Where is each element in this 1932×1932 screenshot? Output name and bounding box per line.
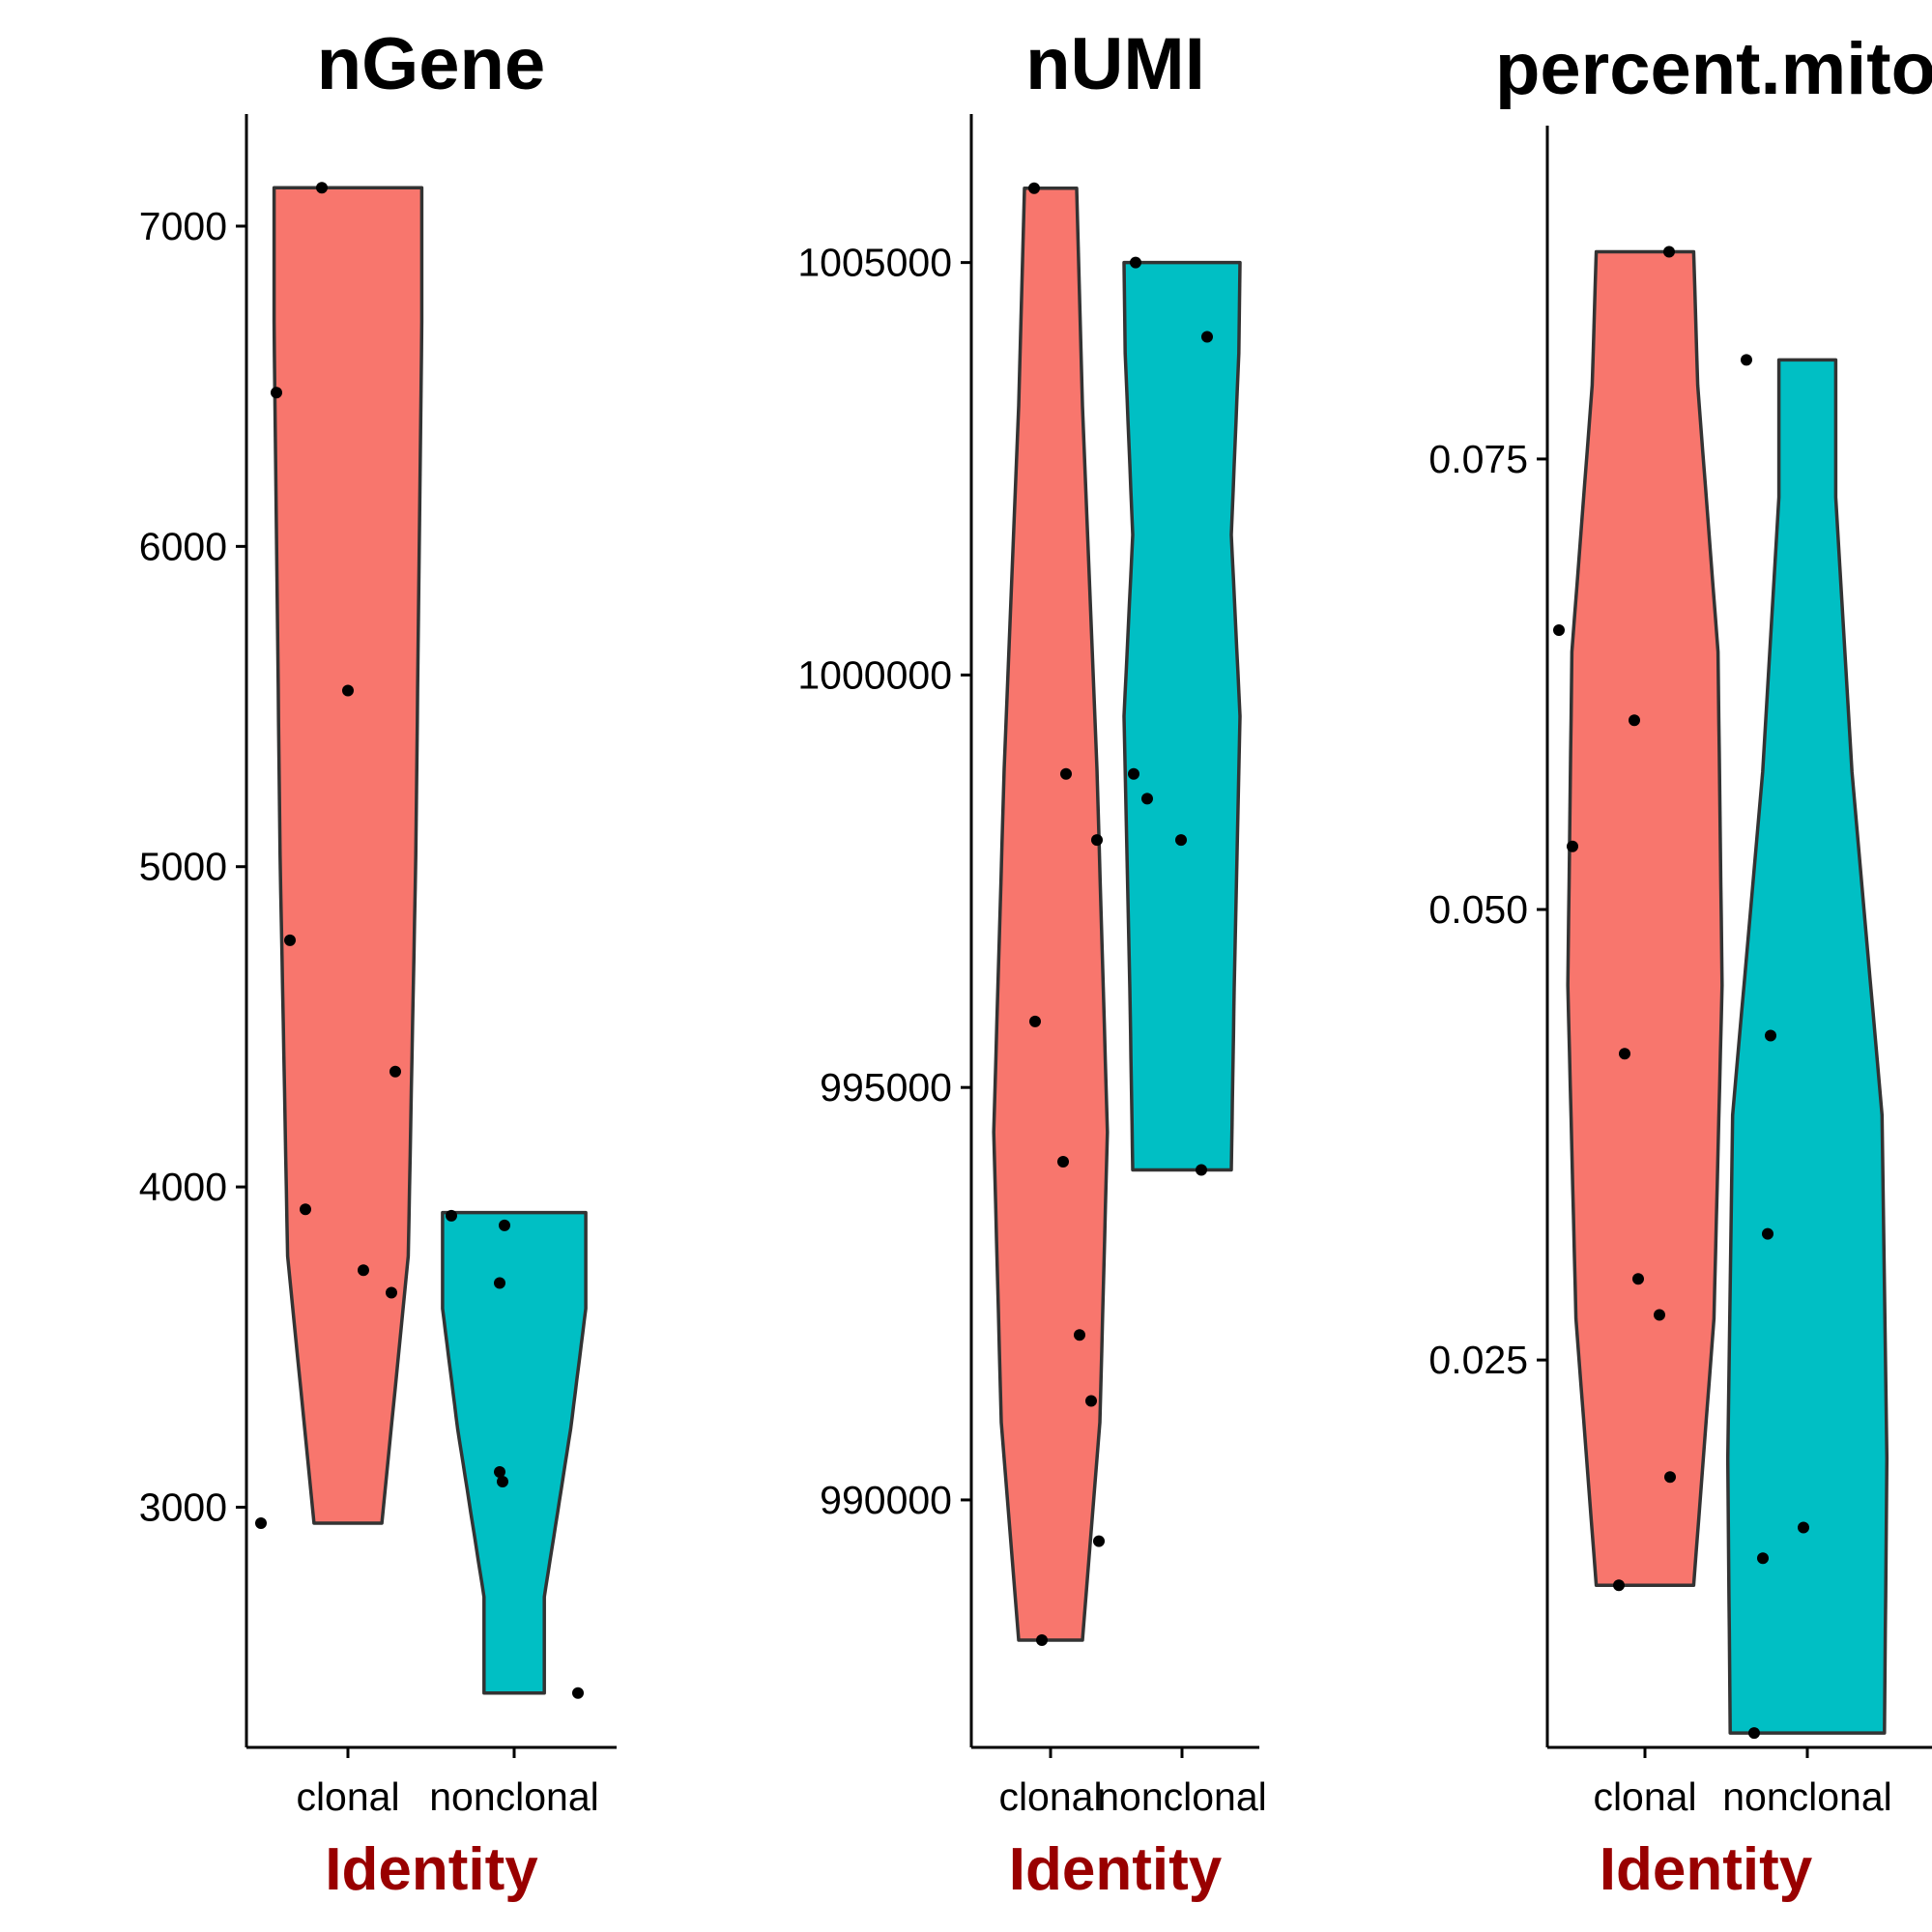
data-point-nonclonal (1762, 1227, 1773, 1240)
data-point-clonal (1613, 1579, 1625, 1592)
panel-title: nGene (317, 23, 546, 105)
data-point-clonal (1664, 1471, 1676, 1484)
x-tick-label-nonclonal: nonclonal (1097, 1774, 1267, 1819)
violin-clonal (992, 187, 1110, 1642)
data-point-clonal (1091, 834, 1103, 847)
data-point-nonclonal (1757, 1552, 1769, 1565)
y-tick-label: 990000 (820, 1478, 952, 1522)
x-tick-label-clonal: clonal (998, 1774, 1102, 1819)
x-tick-label-clonal: clonal (1593, 1774, 1696, 1819)
data-point-nonclonal (1141, 793, 1153, 805)
x-tick-label-nonclonal: nonclonal (429, 1774, 599, 1819)
data-point-nonclonal (497, 1476, 508, 1487)
x-axis-title: Identity (1600, 1836, 1813, 1903)
data-point-nonclonal (572, 1687, 584, 1699)
y-tick-label: 1005000 (797, 241, 952, 285)
y-tick-label: 995000 (820, 1065, 952, 1110)
data-point-clonal (255, 1517, 267, 1529)
data-point-nonclonal (1196, 1164, 1207, 1176)
data-point-nonclonal (1201, 331, 1213, 343)
data-point-nonclonal (1175, 834, 1187, 847)
data-point-nonclonal (1798, 1521, 1809, 1534)
data-point-clonal (316, 182, 328, 194)
data-point-clonal (342, 684, 354, 697)
panel-ngene: 3000 4000 5000 6000 7000 clonal nonclonal nGene… (139, 23, 617, 1903)
data-point-nonclonal (1765, 1029, 1776, 1042)
data-point-clonal (1663, 245, 1675, 258)
panel-percent-mito: 0.025 0.050 0.075 clonal nonclonal percent.mi… (1428, 28, 1932, 1903)
data-point-clonal (284, 934, 296, 946)
y-tick-label: 3000 (139, 1485, 227, 1529)
violin-clonal (272, 186, 424, 1525)
data-point-clonal (1060, 767, 1072, 780)
data-point-clonal (358, 1264, 369, 1277)
data-point-nonclonal (494, 1277, 505, 1289)
data-point-clonal (1632, 1273, 1644, 1285)
data-point-clonal (1028, 182, 1040, 194)
data-point-nonclonal (494, 1466, 505, 1478)
data-point-clonal (1553, 624, 1565, 636)
x-axis-title: Identity (1009, 1836, 1223, 1903)
data-point-clonal (1074, 1329, 1085, 1341)
data-point-clonal (1629, 714, 1640, 727)
y-tick-label: 5000 (139, 845, 227, 889)
x-tick-label-nonclonal: nonclonal (1722, 1774, 1892, 1819)
data-point-nonclonal (1130, 256, 1141, 269)
panel-numi: 990000 995000 1000000 1005000 clonalnonclona… (797, 23, 1266, 1903)
violin-nonclonal (1725, 358, 1889, 1735)
violin-nonclonal (441, 1210, 588, 1695)
data-point-clonal (389, 1065, 401, 1078)
data-point-nonclonal (446, 1209, 457, 1222)
y-tick-label: 0.075 (1428, 437, 1528, 481)
data-point-clonal (1029, 1015, 1041, 1027)
violin-nonclonal (1122, 260, 1242, 1172)
data-point-nonclonal (499, 1219, 510, 1231)
data-point-nonclonal (1741, 354, 1752, 366)
data-point-clonal (1036, 1634, 1048, 1646)
data-point-clonal (1619, 1048, 1630, 1060)
panel-title: nUMI (1025, 23, 1205, 105)
y-tick-label: 7000 (139, 204, 227, 248)
data-point-clonal (1654, 1309, 1665, 1321)
data-point-clonal (271, 387, 282, 399)
data-point-clonal (300, 1203, 311, 1216)
y-tick-label: 4000 (139, 1165, 227, 1209)
panel-title: percent.mito (1495, 28, 1932, 110)
data-point-clonal (386, 1286, 397, 1299)
x-axis-title: Identity (325, 1836, 538, 1903)
y-tick-label: 1000000 (797, 652, 952, 697)
y-tick-label: 6000 (139, 524, 227, 568)
violin-clonal (1566, 249, 1724, 1587)
y-tick-label: 0.050 (1428, 887, 1528, 932)
y-tick-label: 0.025 (1428, 1338, 1528, 1382)
data-point-clonal (1093, 1535, 1105, 1547)
x-tick-label-clonal: clonal (296, 1774, 399, 1819)
data-point-clonal (1567, 840, 1578, 852)
data-point-clonal (1085, 1395, 1097, 1407)
data-point-clonal (1057, 1156, 1069, 1168)
data-point-nonclonal (1128, 767, 1139, 780)
data-point-nonclonal (1748, 1727, 1760, 1740)
